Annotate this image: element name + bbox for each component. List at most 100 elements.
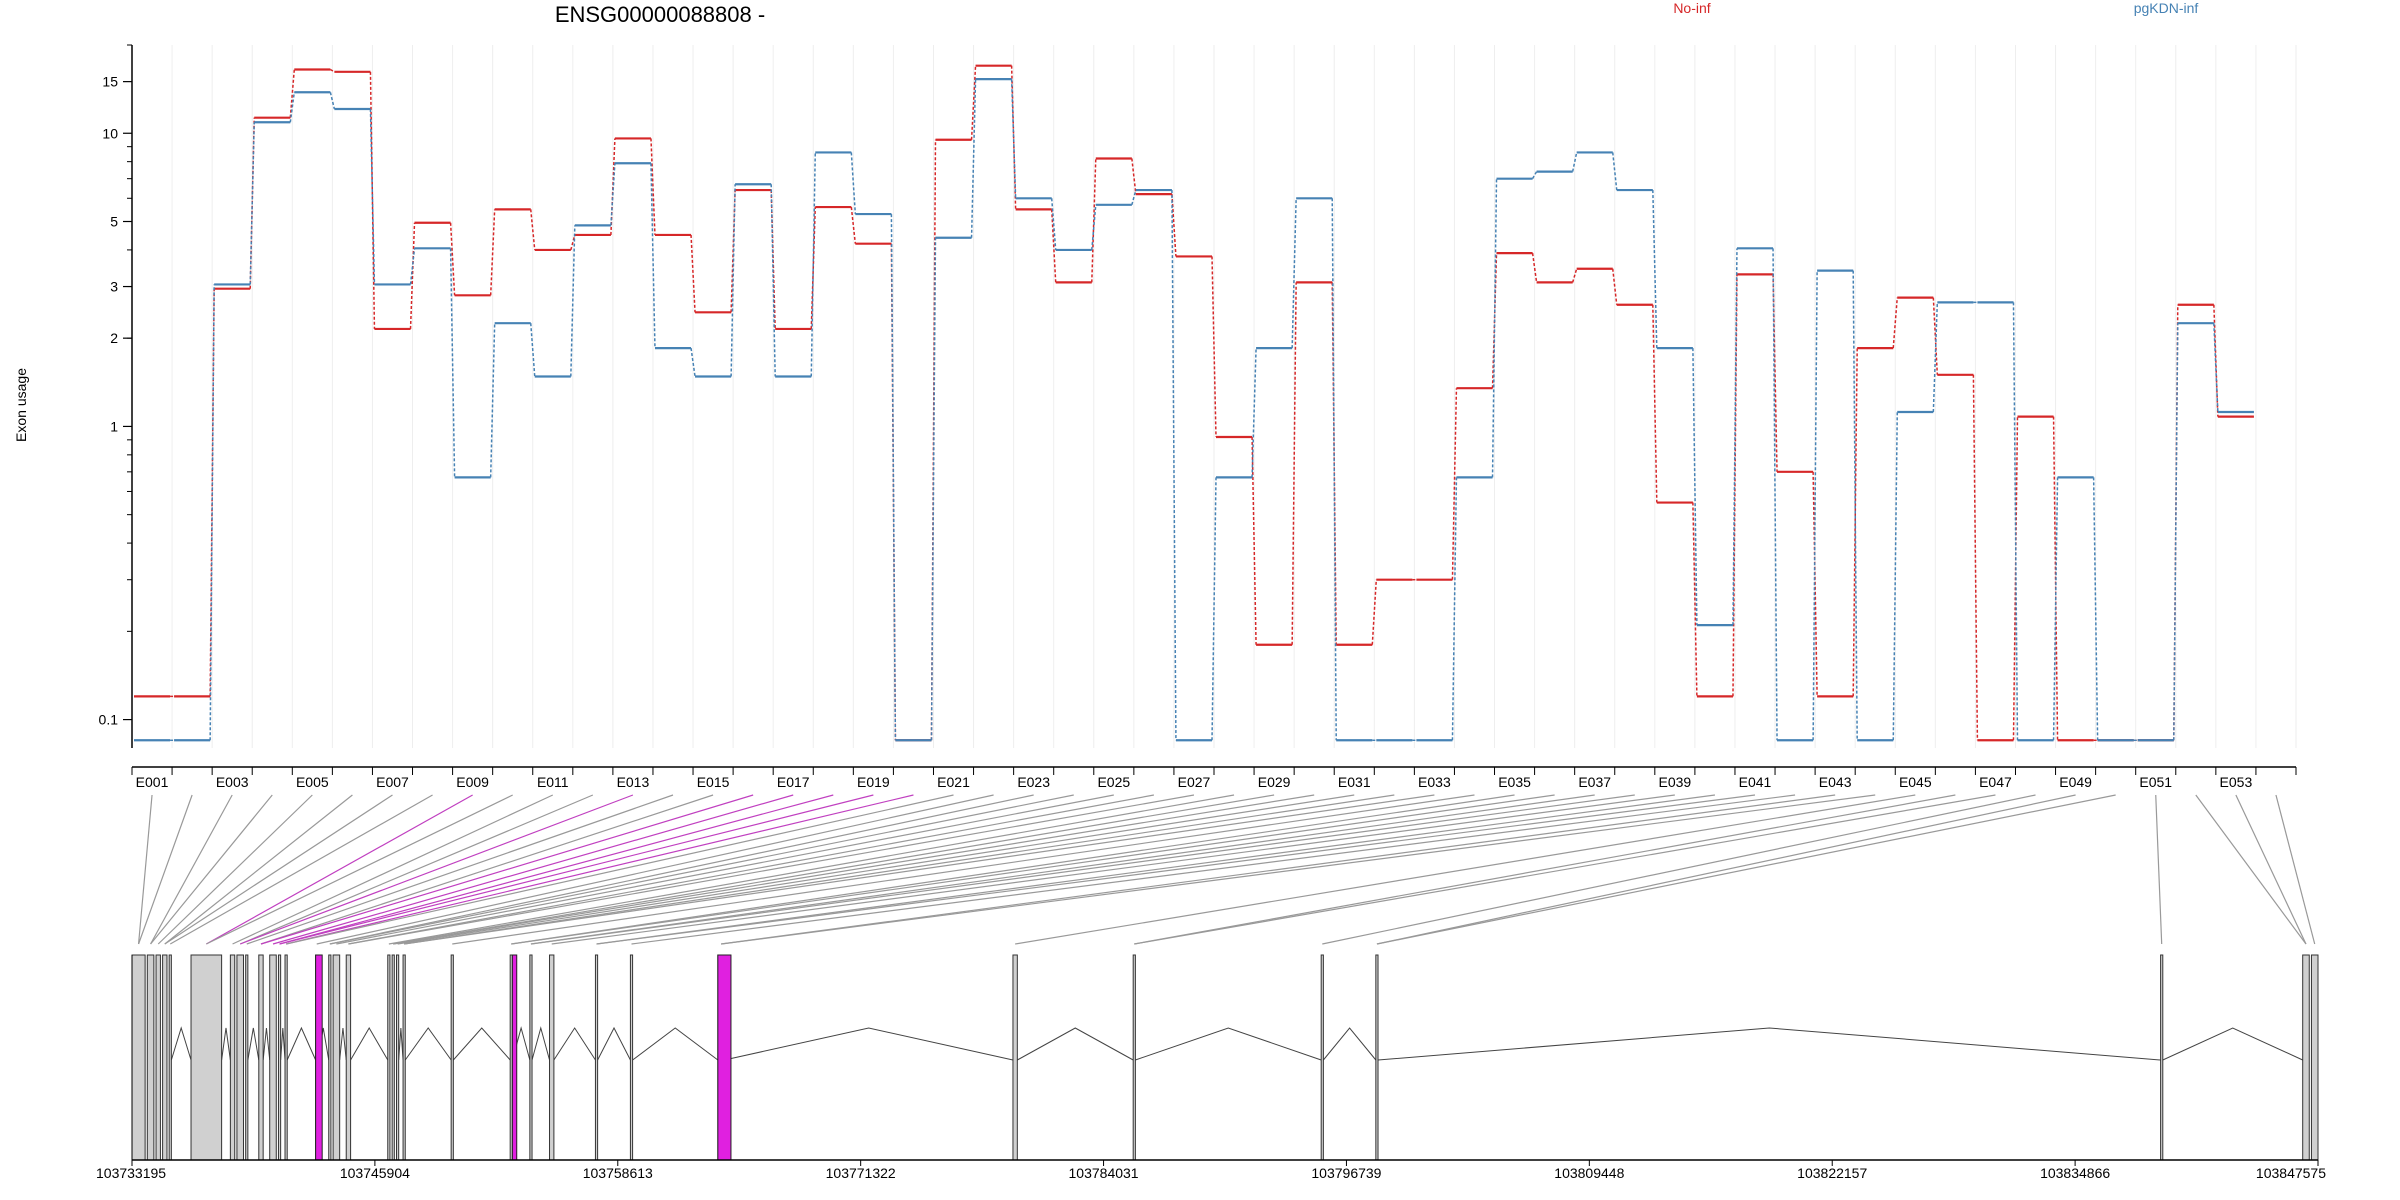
series-line	[1932, 302, 1939, 413]
connector-line	[348, 794, 1195, 945]
exon-block	[229, 954, 236, 1161]
connector-line	[393, 794, 1275, 945]
series-line	[810, 152, 817, 377]
intron	[1017, 1027, 1134, 1061]
series-line	[1291, 282, 1297, 645]
connector-line	[279, 794, 834, 945]
series-line	[1571, 152, 1578, 172]
connector-line	[596, 794, 1756, 945]
connector-line	[239, 794, 594, 945]
series-line	[1331, 198, 1337, 741]
series-line	[1211, 256, 1217, 438]
legend-pgkdn-inf: pgKDN-inf	[2134, 0, 2199, 16]
y-axis-label: Exon usage	[13, 368, 29, 442]
exon-block	[345, 954, 352, 1161]
x-tick-label: E021	[937, 774, 970, 790]
connector-line	[348, 794, 1154, 945]
connector-line	[404, 794, 1395, 945]
intron	[597, 1026, 631, 1061]
highlighted-exon	[717, 954, 732, 1161]
series-line	[1692, 502, 1698, 697]
exon-block	[277, 954, 282, 1161]
series-pgKDN-inf	[134, 78, 2254, 742]
series-line	[409, 222, 416, 329]
series-line	[1050, 198, 1057, 250]
connector-line	[1015, 794, 1916, 945]
series-line	[610, 163, 616, 226]
series-line	[650, 138, 656, 235]
connector-line	[279, 794, 874, 945]
y-tick-label: 10	[102, 125, 118, 141]
x-tick-label: E017	[777, 774, 810, 790]
intron	[1322, 1027, 1377, 1061]
series-line	[369, 108, 376, 285]
intron	[280, 1027, 286, 1061]
series-line	[1571, 268, 1578, 283]
exon-block	[168, 954, 172, 1161]
exon-block	[594, 954, 599, 1161]
connector-line	[397, 794, 1355, 945]
intron	[531, 1026, 551, 1061]
intron	[398, 1027, 404, 1061]
series-line	[1812, 270, 1818, 741]
x-tick-label: E041	[1739, 774, 1772, 790]
series-line	[1772, 274, 1778, 472]
intron	[170, 1026, 192, 1061]
series-line	[2092, 477, 2099, 741]
genomic-tick-label: 103733195	[96, 1165, 166, 1181]
series-line	[1131, 158, 1137, 195]
connector-line	[206, 794, 473, 945]
x-tick-label: E015	[697, 774, 730, 790]
legend-no-inf: No-inf	[1673, 0, 1710, 16]
series-line	[249, 122, 255, 285]
series-line	[570, 234, 576, 251]
genomic-tick-label: 103758613	[583, 1165, 653, 1181]
series-line	[1611, 152, 1618, 191]
series-line	[1091, 158, 1097, 283]
connector-line	[239, 794, 634, 945]
x-tick-label: E007	[376, 774, 409, 790]
intron	[724, 1027, 1014, 1061]
series-line	[1451, 477, 1458, 741]
connector-line	[1376, 794, 2076, 945]
x-tick-label: E009	[456, 774, 489, 790]
exon-block	[1012, 954, 1018, 1161]
series-line	[489, 323, 496, 478]
series-line	[289, 92, 296, 123]
series-line	[409, 248, 416, 285]
series-line	[770, 184, 776, 377]
x-tick-label: E043	[1819, 774, 1852, 790]
series-line	[1010, 65, 1017, 210]
y-tick-label: 3	[110, 279, 118, 295]
series-line	[329, 68, 335, 73]
intron	[632, 1027, 719, 1061]
series-line	[1852, 270, 1858, 741]
x-axis: E001 E003 E005 E007 E009 E011 E013 E015 E017 E019…	[131, 766, 2297, 790]
connector-line	[404, 794, 1435, 945]
series-line	[1772, 248, 1778, 741]
connector-line	[452, 794, 1475, 945]
vertical-gridlines	[131, 45, 2297, 748]
connector-line	[329, 794, 1074, 945]
x-tick-label: E027	[1178, 774, 1211, 790]
highlighted-exon	[511, 954, 518, 1161]
x-tick-label: E039	[1659, 774, 1692, 790]
connector-line	[150, 794, 233, 945]
series-line	[1892, 297, 1899, 349]
connector-line	[260, 794, 754, 945]
connector-line	[1322, 794, 2036, 945]
connector-line	[169, 794, 433, 945]
genomic-tick-label: 103784031	[1069, 1165, 1139, 1181]
intron	[247, 1027, 260, 1061]
x-tick-label: E033	[1418, 774, 1451, 790]
exon-block	[387, 954, 391, 1161]
series-line	[570, 225, 576, 377]
connector-line	[336, 794, 1114, 945]
series-line	[1692, 348, 1698, 626]
connector-line	[393, 794, 1315, 945]
chart-title: ENSG00000088808 -	[555, 2, 765, 27]
series-line	[529, 323, 536, 377]
x-tick-label: E031	[1338, 774, 1371, 790]
connector-line	[388, 794, 1235, 945]
exon-block	[549, 954, 555, 1161]
